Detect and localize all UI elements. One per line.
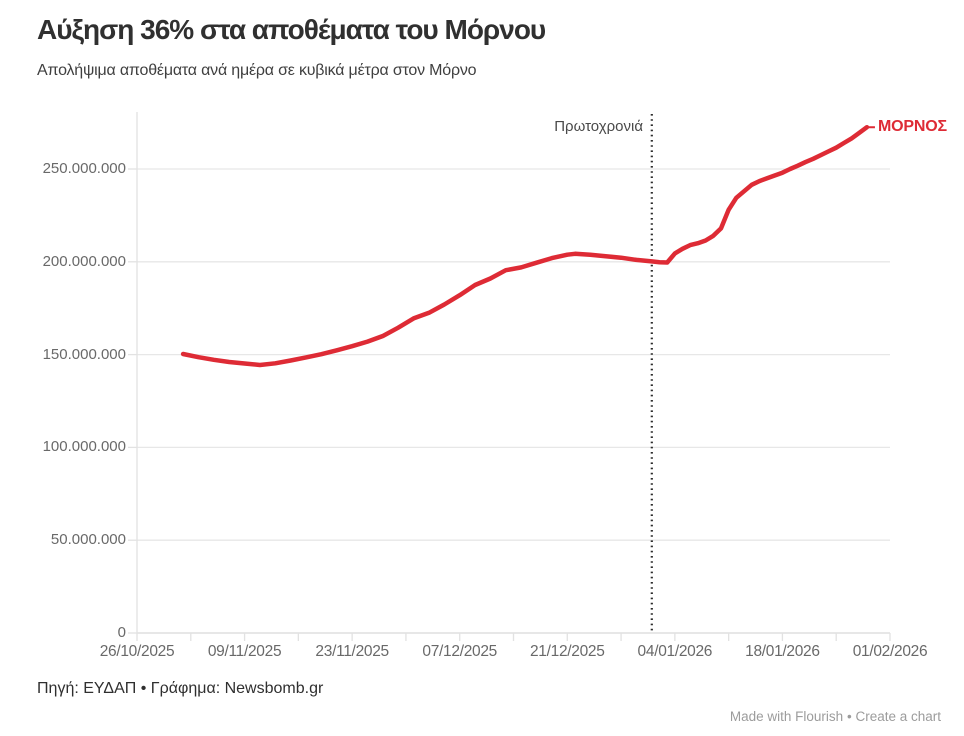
x-axis-label: 26/10/2025	[99, 643, 175, 660]
y-axis-label: 100.000.000	[42, 438, 126, 456]
x-axis-label: 01/02/2026	[852, 643, 928, 660]
made-with-flourish-link[interactable]: Made with Flourish	[729, 709, 844, 724]
y-axis-label: 0	[117, 624, 126, 641]
credit-separator: •	[846, 709, 852, 724]
y-axis-label: 250.000.000	[42, 160, 126, 177]
y-axis-label: 150.000.000	[42, 345, 126, 363]
series-label: ΜΟΡΝΟΣ	[878, 118, 947, 135]
mornos-line[interactable]	[180, 124, 870, 368]
source-credit: Πηγή: ΕΥΔΑΠ • Γράφημα: Newsbomb.gr	[37, 680, 324, 697]
create-chart-link[interactable]: Create a chart	[855, 709, 941, 724]
chart-subtitle: Απολήψιμα αποθέματα ανά ημέρα σε κυβικά …	[37, 62, 477, 79]
x-axis-label: 09/11/2025	[207, 643, 282, 660]
x-axis-label: 04/01/2026	[637, 643, 713, 660]
event-line-label: Πρωτοχρονιά	[554, 118, 643, 135]
y-axis-label: 200.000.000	[42, 252, 126, 270]
x-axis-label: 23/11/2025	[315, 643, 389, 660]
chart-title: Αύξηση 36% στα αποθέματα του Μόρνου	[37, 14, 546, 45]
x-axis-label: 18/01/2026	[745, 643, 820, 660]
flourish-credit: Made with Flourish • Create a chart	[730, 709, 941, 724]
y-axis-label: 50.000.000	[50, 531, 126, 549]
x-axis-label: 21/12/2025	[529, 643, 605, 660]
x-axis-label: 07/12/2025	[422, 643, 497, 660]
